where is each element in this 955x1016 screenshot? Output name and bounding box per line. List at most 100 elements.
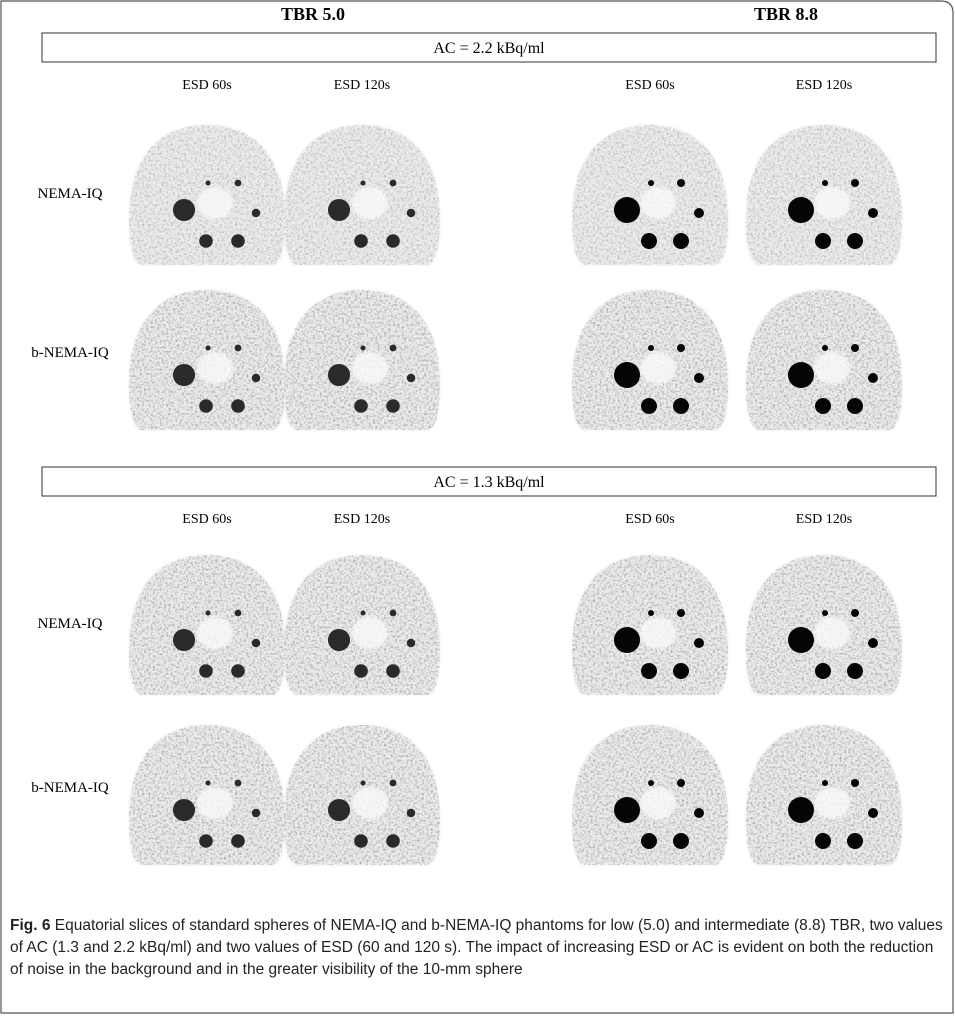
- phantom-core: [197, 187, 233, 219]
- sphere: [694, 373, 704, 383]
- sphere: [205, 345, 210, 350]
- sphere: [614, 197, 640, 223]
- phantom-image: [572, 125, 728, 265]
- sphere: [614, 362, 640, 388]
- caption-text: Equatorial slices of standard spheres of…: [10, 917, 943, 978]
- sphere: [648, 180, 654, 186]
- sphere: [677, 609, 685, 617]
- phantom-image: [129, 125, 285, 265]
- sphere: [677, 779, 685, 787]
- header: TBR 5.0: [281, 4, 345, 24]
- sphere: [648, 780, 654, 786]
- column-label: ESD 60s: [182, 78, 231, 93]
- phantom-image: [572, 555, 728, 695]
- sphere: [673, 233, 689, 249]
- sphere: [614, 627, 640, 653]
- sphere: [851, 609, 859, 617]
- sphere: [360, 180, 365, 185]
- sphere: [407, 374, 416, 383]
- sphere: [386, 664, 400, 678]
- sphere: [173, 799, 195, 821]
- sphere: [328, 364, 350, 386]
- sphere: [235, 780, 242, 787]
- sphere: [822, 780, 828, 786]
- sphere: [822, 180, 828, 186]
- phantom-core: [640, 187, 676, 219]
- sphere: [673, 663, 689, 679]
- sphere: [847, 663, 863, 679]
- panel-label: AC = 1.3 kBq/ml: [433, 474, 545, 491]
- column-label: ESD 60s: [625, 512, 674, 527]
- sphere: [205, 610, 210, 615]
- phantom-core: [814, 187, 850, 219]
- phantom-core: [197, 352, 233, 384]
- sphere: [788, 627, 814, 653]
- panel-label: AC = 2.2 kBq/ml: [433, 40, 545, 57]
- phantom-image: [284, 125, 440, 265]
- sphere: [354, 234, 368, 248]
- phantom-core: [197, 787, 233, 819]
- sphere: [173, 199, 195, 221]
- sphere: [847, 833, 863, 849]
- sphere: [847, 398, 863, 414]
- phantom-core: [814, 352, 850, 384]
- figure: TBR 5.0 TBR 8.8 AC = 2.2 kBq/mlESD 60sES…: [0, 0, 955, 1016]
- sphere: [614, 797, 640, 823]
- sphere: [694, 638, 704, 648]
- sphere: [641, 663, 657, 679]
- row-label: b-NEMA-IQ: [31, 345, 109, 361]
- column-label: ESD 120s: [796, 78, 852, 93]
- phantom-image: [284, 725, 440, 865]
- phantom-core: [814, 787, 850, 819]
- sphere: [386, 234, 400, 248]
- phantom-core: [197, 617, 233, 649]
- phantom-core: [352, 187, 388, 219]
- sphere: [328, 199, 350, 221]
- sphere: [822, 610, 828, 616]
- sphere: [641, 233, 657, 249]
- row-label: NEMA-IQ: [38, 186, 103, 202]
- sphere: [252, 374, 261, 383]
- phantom-image: [284, 555, 440, 695]
- phantom-core: [352, 787, 388, 819]
- column-label: ESD 120s: [334, 78, 390, 93]
- sphere: [868, 808, 878, 818]
- sphere: [231, 834, 245, 848]
- sphere: [252, 209, 261, 218]
- sphere: [354, 664, 368, 678]
- sphere: [673, 398, 689, 414]
- sphere: [235, 180, 242, 187]
- sphere: [868, 208, 878, 218]
- column-label: ESD 120s: [334, 512, 390, 527]
- sphere: [641, 833, 657, 849]
- sphere: [847, 233, 863, 249]
- sphere: [360, 780, 365, 785]
- phantom-core: [352, 352, 388, 384]
- phantom-image: [746, 555, 902, 695]
- sphere: [407, 209, 416, 218]
- caption: Fig. 6 Equatorial slices of standard sph…: [10, 915, 945, 981]
- sphere: [788, 797, 814, 823]
- sphere: [231, 664, 245, 678]
- sphere: [235, 345, 242, 352]
- sphere: [252, 809, 261, 818]
- row-label: b-NEMA-IQ: [31, 780, 109, 796]
- sphere: [205, 180, 210, 185]
- sphere: [822, 345, 828, 351]
- sphere: [199, 234, 213, 248]
- sphere: [673, 833, 689, 849]
- sphere: [390, 610, 397, 617]
- sphere: [354, 399, 368, 413]
- phantom-image: [572, 290, 728, 430]
- sphere: [231, 399, 245, 413]
- sphere: [360, 345, 365, 350]
- phantom-image: [129, 290, 285, 430]
- row-label: NEMA-IQ: [38, 616, 103, 632]
- phantom-image: [129, 725, 285, 865]
- phantom-image: [746, 125, 902, 265]
- phantom-image: [746, 290, 902, 430]
- sphere: [677, 179, 685, 187]
- sphere: [788, 362, 814, 388]
- sphere: [868, 373, 878, 383]
- sphere: [199, 399, 213, 413]
